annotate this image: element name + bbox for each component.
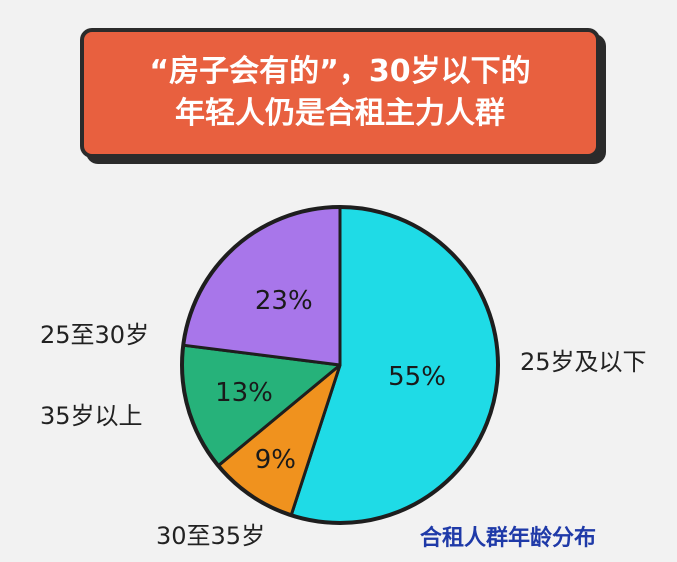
pie-percent-labels: 55% 9% 13% 23%	[215, 286, 446, 475]
title-face: “房子会有的”，30岁以下的 年轻人仍是合租主力人群	[80, 28, 600, 158]
label-over-35: 35岁以上	[40, 402, 143, 430]
pie-slices	[180, 205, 500, 525]
title-line-1: “房子会有的”，30岁以下的	[149, 54, 531, 89]
title-line-2: 年轻人仍是合租主力人群	[175, 96, 505, 131]
slice-25-to-30-percent: 23%	[255, 286, 313, 316]
slice-25-and-under-percent: 55%	[388, 362, 446, 392]
slice-30-to-35-percent: 9%	[255, 445, 296, 475]
title-banner: “房子会有的”，30岁以下的 年轻人仍是合租主力人群	[80, 28, 606, 164]
pie-outline	[180, 205, 500, 525]
label-25-and-under: 25岁及以下	[520, 348, 647, 376]
label-30-to-35: 30至35岁	[156, 522, 266, 550]
label-25-to-30: 25至30岁	[40, 321, 150, 349]
chart-caption: 合租人群年龄分布	[420, 526, 597, 551]
slice-over-35-percent: 13%	[215, 378, 273, 408]
